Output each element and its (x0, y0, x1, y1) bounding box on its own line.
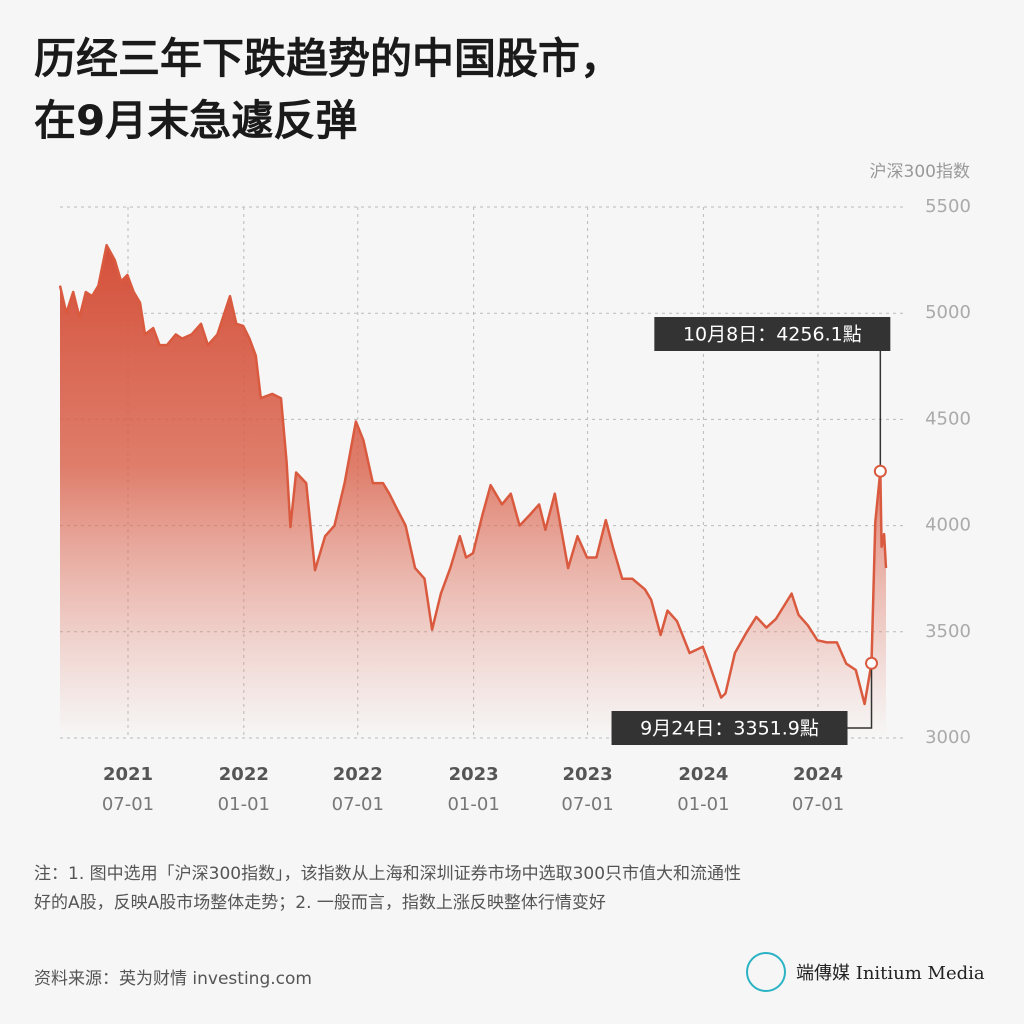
x-tick-year: 2022 (219, 764, 269, 785)
y-tick-label: 5000 (925, 302, 971, 323)
title-line: 历经三年下跌趋势的中国股市， (34, 34, 623, 83)
logo-icon (746, 952, 786, 992)
logo: 端傳媒 Initium Media (746, 950, 985, 994)
y-tick-label: 3000 (925, 727, 971, 748)
x-tick-year: 2022 (333, 764, 383, 785)
annotation-box (611, 711, 848, 745)
y-axis-label: 沪深300指数 (870, 162, 970, 182)
y-tick-label: 4500 (925, 408, 971, 429)
x-tick-label: 01-01 (218, 794, 270, 815)
x-tick-label: 01-01 (447, 794, 499, 815)
y-tick-label: 4000 (925, 515, 971, 536)
x-tick-label: 07-01 (792, 794, 844, 815)
x-tick-label: 01-01 (677, 794, 729, 815)
annotation-text: 9月24日：3351.9點 (640, 718, 819, 740)
x-tick-year: 2023 (449, 764, 499, 785)
annotation: 9月24日：3351.9點 (611, 656, 879, 745)
annotation-text: 10月8日：4256.1點 (683, 324, 862, 346)
leader-line (847, 669, 873, 729)
annotation-box (654, 317, 891, 351)
x-tick-year: 2024 (793, 764, 843, 785)
line (58, 243, 888, 706)
x-tick-label: 07-01 (102, 794, 154, 815)
annotation: 10月8日：4256.1點 (654, 317, 891, 478)
x-tick-label: 07-01 (561, 794, 613, 815)
area-fill (60, 245, 886, 738)
annotation-marker (873, 464, 887, 478)
note: 注：1. 图中选用「沪深300指数」，该指数从上海和深圳证券市场中选取300只市… (34, 864, 742, 913)
x-tick-year: 2021 (103, 764, 153, 785)
x-tick-label: 07-01 (332, 794, 384, 815)
title: 历经三年下跌趋势的中国股市， 在9月末急遽反弹 (34, 28, 622, 152)
y-tick-label: 3500 (925, 621, 971, 642)
source: 资料来源：英为财情 investing.com (34, 969, 312, 989)
title-line: 在9月末急遽反弹 (34, 96, 358, 145)
chart: 沪深300指数 3000 3500 4000 4500 5000 5500 2021 07-0… (58, 162, 971, 815)
annotation-marker (865, 656, 879, 670)
x-tick-year: 2024 (678, 764, 728, 785)
x-tick-year: 2023 (563, 764, 613, 785)
y-tick-label: 5500 (925, 196, 971, 217)
logo-text: 端傳媒 Initium Media (796, 963, 985, 984)
